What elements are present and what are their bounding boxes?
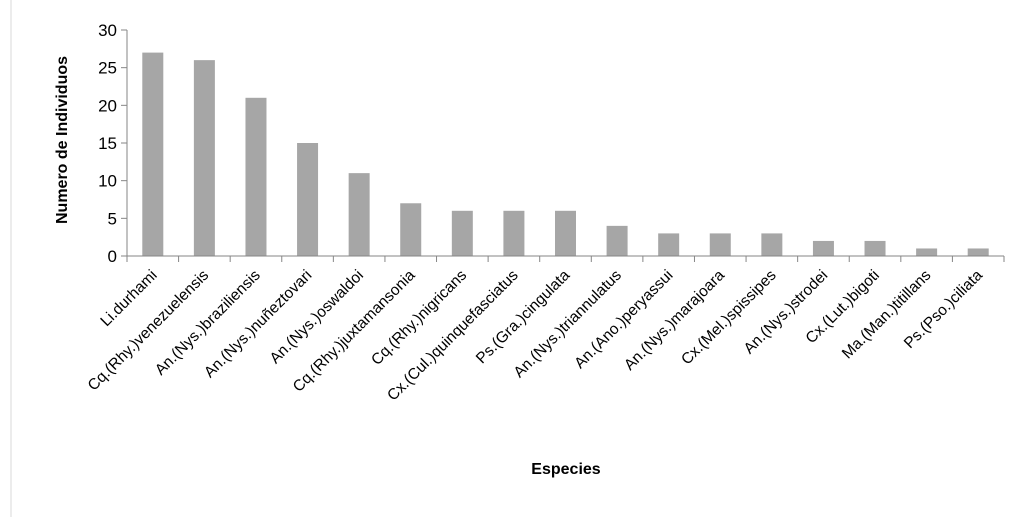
y-tick-label: 15 [98, 134, 117, 153]
bar [503, 210, 525, 256]
category-label: Cq.(Rhy.)nigricans [368, 267, 470, 369]
bar [451, 210, 473, 256]
bar [916, 248, 938, 256]
y-tick-label: 0 [108, 247, 117, 266]
bar [864, 240, 886, 256]
y-ticks-group: 0 5 10 15 20 25 30 [98, 21, 127, 266]
x-axis-title: Especies [531, 461, 600, 478]
bar [761, 233, 783, 256]
y-tick-label: 20 [98, 96, 117, 115]
bar [555, 210, 576, 256]
y-tick-label: 10 [98, 172, 117, 191]
category-label: An.(Ano.)peryassui [571, 267, 676, 372]
y-tick-label: 25 [98, 59, 117, 78]
x-ticks-group [126, 256, 1005, 262]
y-tick-label: 30 [98, 21, 117, 40]
bar [245, 97, 267, 256]
category-label: An.(Nys.)marajoara [621, 267, 728, 374]
category-label: An.(Nys.)oswaldoi [267, 267, 367, 367]
y-axis-title: Numero de Individuos [54, 56, 71, 224]
bar [967, 248, 989, 256]
bars-group [142, 52, 989, 257]
bar [297, 143, 319, 256]
category-labels-group: Li.durhamiCq.(Rhy.)venezuelensisAn.(Nys.… [85, 267, 987, 405]
bar [142, 52, 164, 256]
category-label: Ma.(Man.)titillans [839, 267, 935, 363]
category-label: Cx.(Mel.)spissipes [678, 267, 780, 369]
bar [606, 225, 628, 256]
category-label: Ps.(Gra.)cingulata [473, 267, 574, 368]
y-tick-label: 5 [108, 209, 117, 228]
bar [709, 233, 731, 256]
bar [812, 240, 834, 256]
bar [658, 233, 680, 256]
bar [348, 173, 370, 256]
bar [193, 60, 215, 257]
bar [400, 203, 422, 256]
